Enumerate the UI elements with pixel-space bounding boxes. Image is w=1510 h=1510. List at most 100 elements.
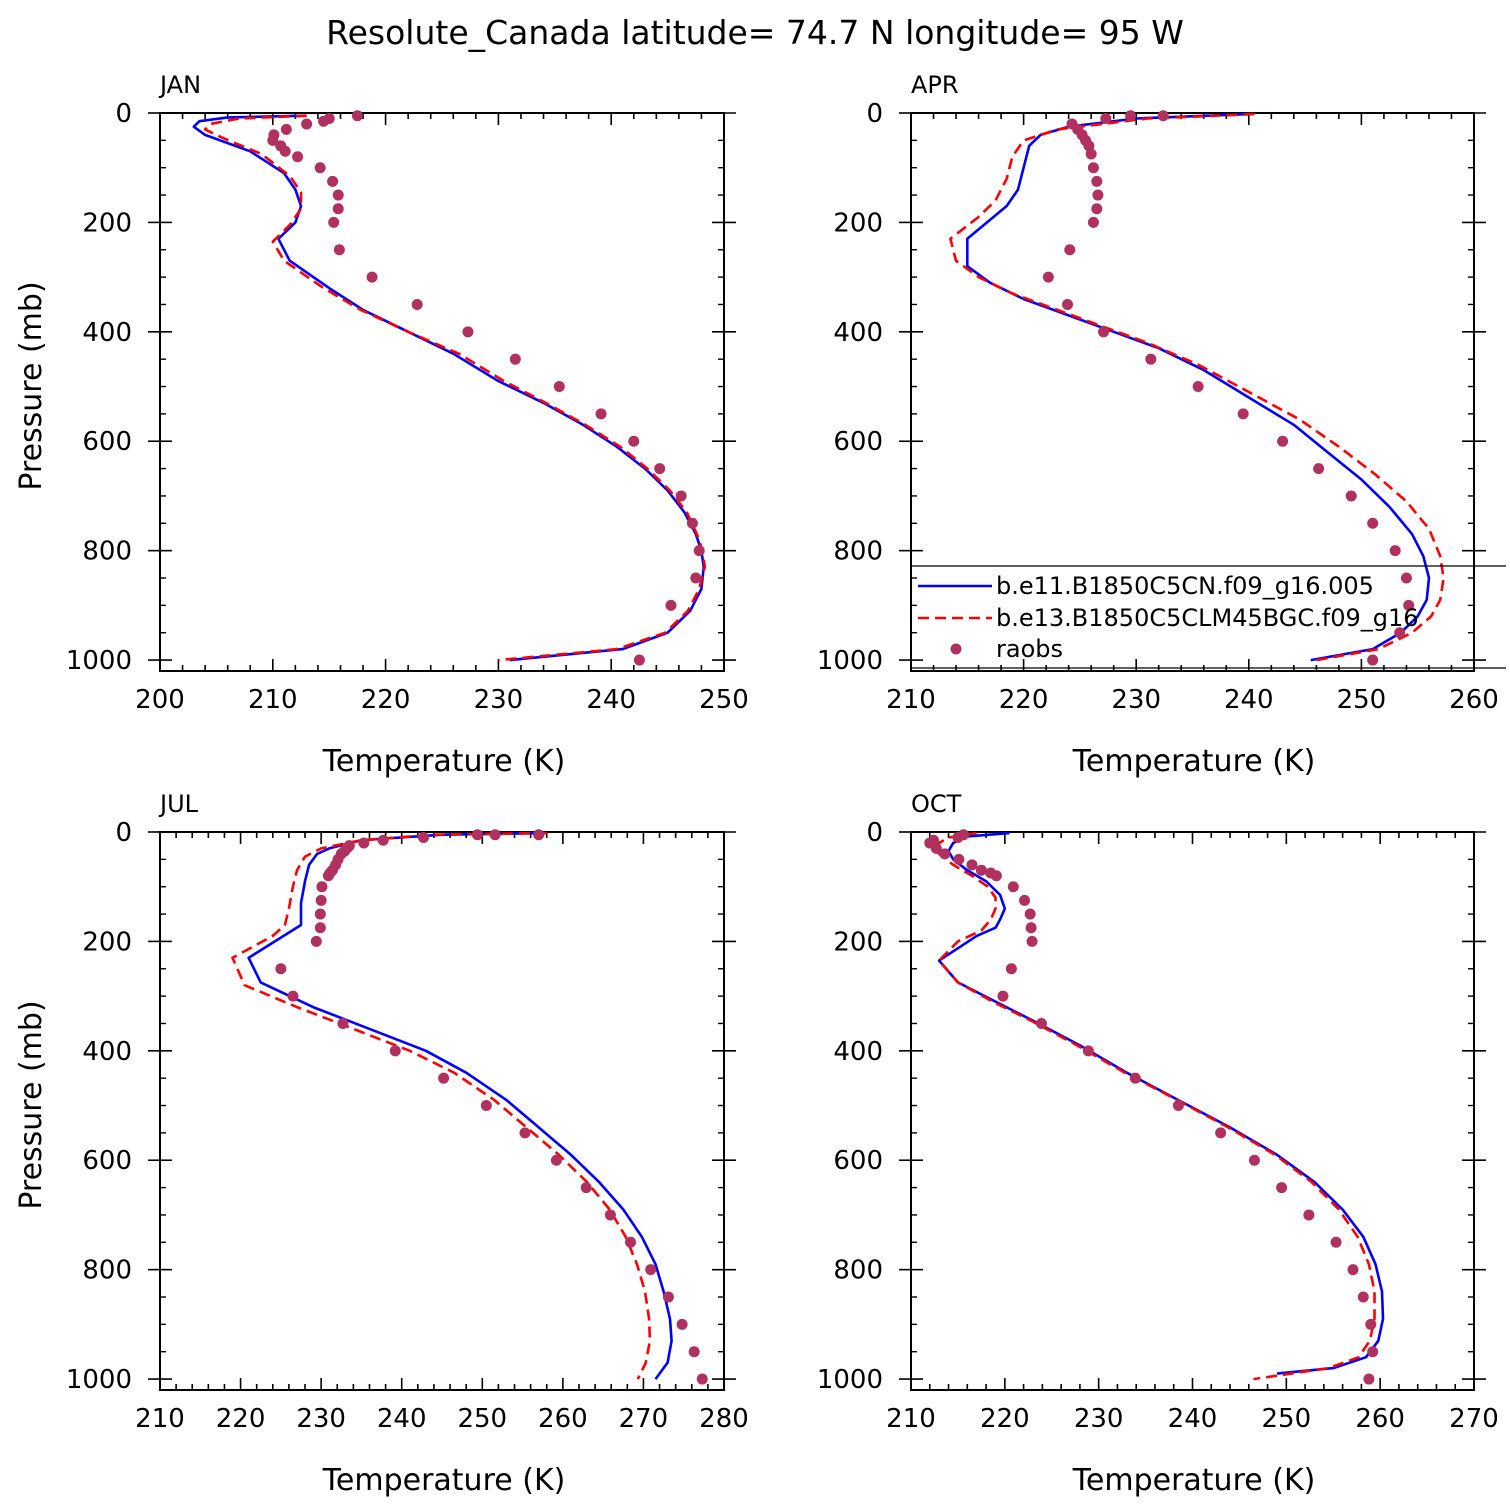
legend-label: raobs [996, 635, 1063, 663]
raobs-point [1100, 112, 1112, 124]
y-tick-label: 600 [833, 427, 883, 457]
raobs-point [310, 935, 322, 947]
raobs-point [327, 175, 339, 187]
raobs-point [997, 990, 1009, 1002]
raobs-point [328, 216, 340, 228]
raobs-point [633, 654, 645, 666]
raobs-point [1025, 922, 1037, 934]
raobs-point [462, 326, 474, 338]
raobs-point [939, 848, 951, 860]
y-tick-label: 200 [833, 927, 883, 957]
panel-apr: APR 210 220 230 240 250 26002004006008001000 … [817, 71, 1499, 779]
y-tick-label: 800 [833, 1256, 883, 1286]
panel-jul: JUL 210 220 230 240 250 260 270 280 0 200 400 600 80… [14, 790, 749, 1498]
raobs-point [314, 922, 326, 934]
x-tick-label: 250 [1262, 1404, 1312, 1434]
raobs-point [686, 517, 698, 529]
raobs-point [696, 1373, 708, 1385]
raobs-point [553, 381, 565, 393]
raobs-point [322, 870, 334, 882]
raobs-point [366, 271, 378, 283]
plot-area: 200 210 220 230 240 250 0 200 400 600 800 1000 [66, 99, 749, 715]
y-tick-label: 600 [833, 1146, 883, 1176]
x-tick-label: 240 [1224, 685, 1274, 715]
raobs-point [1098, 326, 1110, 338]
x-tick-label: 280 [699, 1404, 749, 1434]
raobs-point [1313, 463, 1325, 475]
y-tick-label: 800 [82, 537, 132, 567]
raobs-point [1092, 189, 1104, 201]
x-tick-label: 270 [1449, 1404, 1499, 1434]
raobs-point [1091, 175, 1103, 187]
raobs-point [351, 110, 363, 122]
y-tick-label: 1000 [817, 1365, 883, 1395]
y-tick-label: 0 [866, 818, 883, 848]
y-tick-label: 400 [82, 1037, 132, 1067]
raobs-point [1367, 1346, 1379, 1358]
raobs-point [1145, 353, 1157, 365]
figure-title: Resolute_Canada latitude= 74.7 N longitu… [326, 13, 1184, 52]
x-tick-label: 220 [361, 685, 411, 715]
x-tick-label: 250 [699, 685, 749, 715]
raobs-point [1192, 381, 1204, 393]
raobs-point [628, 435, 640, 447]
raobs-point [332, 189, 344, 201]
plot-area: 210 220 230 240 250 260 270 280 0 200 400 600 800 100… [66, 818, 749, 1434]
x-tick-label: 220 [216, 1404, 266, 1434]
raobs-point [1345, 490, 1357, 502]
y-tick-label: 0 [115, 99, 132, 129]
raobs-point [1064, 244, 1076, 256]
raobs-point [1062, 298, 1074, 310]
y-axis-label: Pressure (mb) [14, 1000, 49, 1209]
raobs-point [1026, 935, 1038, 947]
raobs-point [316, 881, 328, 893]
series-line-model2 [933, 831, 1376, 1381]
raobs-point [411, 298, 423, 310]
x-tick-label: 270 [619, 1404, 669, 1434]
raobs-point [1303, 1209, 1315, 1221]
raobs-point [1363, 1373, 1375, 1385]
raobs-point [533, 829, 545, 841]
raobs-point [990, 870, 1002, 882]
x-tick-label: 260 [1355, 1404, 1405, 1434]
raobs-point [1367, 517, 1379, 529]
series-line-model1 [247, 831, 673, 1380]
raobs-point [1129, 1072, 1141, 1084]
y-tick-label: 600 [82, 427, 132, 457]
y-tick-label: 800 [833, 537, 883, 567]
panel-title: APR [911, 71, 959, 99]
y-tick-label: 200 [82, 927, 132, 957]
raobs-point [1157, 110, 1169, 122]
y-tick-label: 200 [82, 208, 132, 238]
raobs-point [1403, 599, 1415, 611]
raobs-point [662, 1291, 674, 1303]
raobs-point [550, 1154, 562, 1166]
raobs-point [693, 545, 705, 557]
legend-label: b.e13.B1850C5CLM45BGC.f09_g16 [996, 604, 1419, 632]
raobs-point [301, 118, 313, 130]
raobs-point [280, 123, 292, 135]
raobs-point [279, 145, 291, 157]
raobs-point [1389, 545, 1401, 557]
x-tick-label: 200 [135, 685, 185, 715]
x-tick-label: 230 [1074, 1404, 1124, 1434]
raobs-point [1024, 908, 1036, 920]
raobs-point [1357, 1291, 1369, 1303]
x-tick-label: 220 [980, 1404, 1030, 1434]
raobs-point [509, 353, 521, 365]
x-tick-label: 220 [999, 685, 1049, 715]
x-tick-label: 240 [1168, 1404, 1218, 1434]
raobs-point [417, 831, 429, 843]
raobs-point [315, 894, 327, 906]
panel-oct: OCT 210 220 230 240 250 260 270 0 200 400 600 800 10… [817, 790, 1499, 1498]
raobs-point [489, 829, 501, 841]
y-tick-label: 1000 [66, 646, 132, 676]
y-tick-label: 0 [115, 818, 132, 848]
x-tick-label: 230 [1111, 685, 1161, 715]
raobs-point [1347, 1264, 1359, 1276]
series-line-model1 [937, 831, 1385, 1375]
raobs-point [358, 837, 370, 849]
raobs-point [1276, 1182, 1288, 1194]
raobs-point [625, 1236, 637, 1248]
